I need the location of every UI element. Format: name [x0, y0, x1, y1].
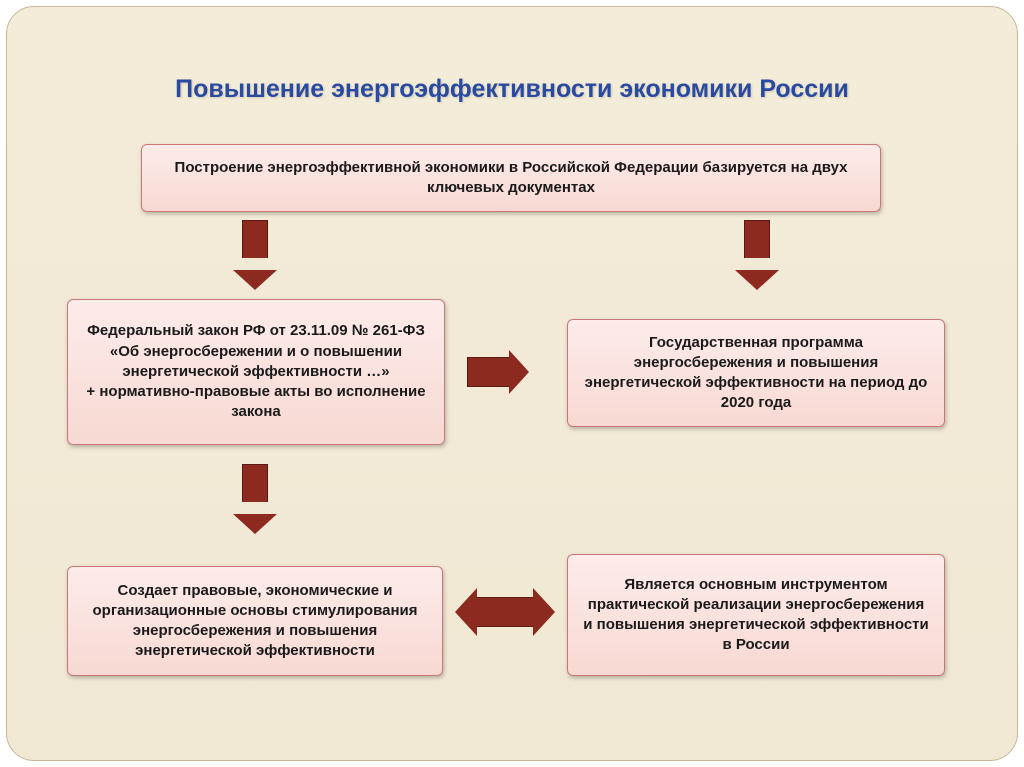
box-intro: Построение энергоэффективной экономики в… [141, 144, 881, 212]
box-state-program: Государственная программа энергосбережен… [567, 319, 945, 427]
box-program-text: Государственная программа энергосбережен… [582, 333, 930, 414]
slide-title: Повышение энергоэффективности экономики … [7, 75, 1017, 104]
box-right-result-text: Является основным инструментом практичес… [582, 575, 930, 656]
box-intro-text: Построение энергоэффективной экономики в… [156, 158, 866, 199]
box-federal-law: Федеральный закон РФ от 23.11.09 № 261-Ф… [67, 299, 445, 445]
box-main-instrument: Является основным инструментом практичес… [567, 554, 945, 676]
box-legal-basis: Создает правовые, экономические и органи… [67, 566, 443, 676]
slide-frame: Повышение энергоэффективности экономики … [6, 6, 1018, 761]
box-law-text: Федеральный закон РФ от 23.11.09 № 261-Ф… [82, 321, 430, 422]
box-left-result-text: Создает правовые, экономические и органи… [82, 581, 428, 662]
